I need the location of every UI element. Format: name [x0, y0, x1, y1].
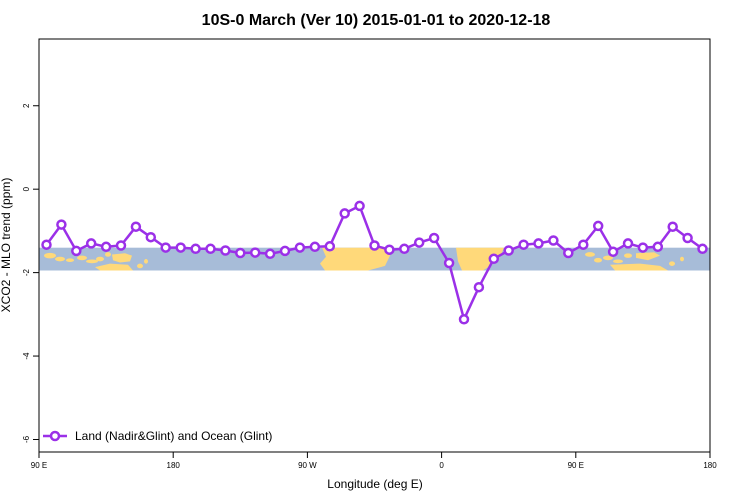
- land-shape: [456, 247, 504, 271]
- island-shape: [77, 255, 87, 261]
- y-tick-label: -6: [22, 435, 31, 443]
- data-point: [100, 241, 112, 253]
- data-point: [682, 232, 693, 244]
- x-tick-label: 90 E: [568, 461, 584, 470]
- x-tick-label: 0: [439, 461, 444, 470]
- island-shape: [624, 253, 632, 258]
- data-point: [190, 243, 201, 255]
- data-point: [578, 239, 589, 250]
- data-point: [488, 253, 500, 265]
- plot-frame: [38, 38, 711, 453]
- data-point: [130, 221, 142, 232]
- y-tick-label: 0: [22, 186, 31, 191]
- island-shape: [105, 252, 111, 257]
- island-shape: [594, 257, 602, 263]
- legend: Land (Nadir&Glint) and Ocean (Glint): [43, 429, 272, 443]
- x-axis-label: Longitude (deg E): [327, 477, 422, 491]
- x-axis: 90 E 180 90 W 0 90 E 180: [31, 452, 717, 470]
- data-point: [652, 241, 664, 253]
- data-point: [637, 242, 649, 253]
- island-shape: [55, 256, 65, 262]
- data-point: [354, 200, 365, 212]
- data-point: [324, 241, 336, 252]
- x-tick-label: 180: [167, 461, 181, 470]
- data-point: [413, 237, 425, 248]
- data-point: [145, 231, 157, 243]
- data-point: [503, 245, 514, 256]
- data-point: [443, 257, 455, 269]
- y-tick-label: 2: [22, 103, 31, 108]
- data-point: [518, 239, 529, 250]
- y-tick-label: -4: [22, 352, 31, 360]
- data-point: [115, 240, 127, 251]
- land-shape: [320, 247, 390, 271]
- data-point: [339, 208, 350, 219]
- island-shape: [669, 261, 675, 266]
- data-point: [175, 242, 186, 253]
- island-shape: [86, 259, 98, 264]
- island-shape: [680, 256, 684, 262]
- data-point: [264, 248, 276, 260]
- y-axis-label: XCO2 - MLO trend (ppm): [0, 178, 13, 313]
- series-layer: [41, 200, 708, 325]
- map-band: [39, 247, 710, 271]
- data-point: [667, 221, 678, 232]
- data-point: [458, 314, 470, 325]
- data-point: [249, 247, 261, 258]
- data-point: [160, 242, 171, 253]
- x-tick-label: 90 W: [298, 461, 317, 470]
- data-point: [607, 246, 619, 258]
- data-point: [41, 239, 52, 250]
- data-point: [548, 235, 559, 246]
- data-point: [428, 232, 440, 244]
- island-shape: [144, 259, 148, 264]
- island-shape: [66, 258, 74, 263]
- data-point: [294, 242, 306, 253]
- land-shape: [610, 263, 668, 271]
- x-tick-label: 180: [703, 461, 717, 470]
- land-shapes: [44, 247, 684, 271]
- data-point: [473, 281, 485, 293]
- data-point: [384, 244, 395, 255]
- data-point: [205, 243, 216, 255]
- data-point: [369, 240, 380, 251]
- data-point: [71, 245, 82, 257]
- y-tick-label: -2: [22, 269, 31, 277]
- chart-title: 10S-0 March (Ver 10) 2015-01-01 to 2020-…: [202, 12, 551, 29]
- data-point: [235, 247, 246, 259]
- land-shape: [95, 263, 133, 271]
- y-axis: 2 0 -2 -4 -6: [22, 103, 39, 443]
- island-shape: [603, 255, 613, 261]
- data-point: [399, 243, 410, 255]
- island-shape: [44, 252, 56, 259]
- land-shape: [636, 252, 660, 261]
- data-point: [533, 238, 544, 249]
- data-point: [622, 238, 634, 249]
- island-shape: [96, 256, 104, 262]
- legend-marker: [49, 430, 61, 442]
- land-shape: [112, 253, 132, 263]
- data-point: [279, 245, 291, 257]
- island-shape: [613, 259, 623, 264]
- island-shape: [137, 263, 143, 269]
- x-tick-label: 90 E: [31, 461, 47, 470]
- island-shape: [585, 252, 595, 257]
- data-point: [85, 238, 97, 249]
- legend-label: Land (Nadir&Glint) and Ocean (Glint): [75, 429, 272, 443]
- data-point: [697, 243, 708, 255]
- data-point: [592, 220, 604, 232]
- data-point: [56, 219, 67, 230]
- data-point: [563, 247, 574, 259]
- data-point: [220, 245, 231, 256]
- data-point: [309, 241, 321, 253]
